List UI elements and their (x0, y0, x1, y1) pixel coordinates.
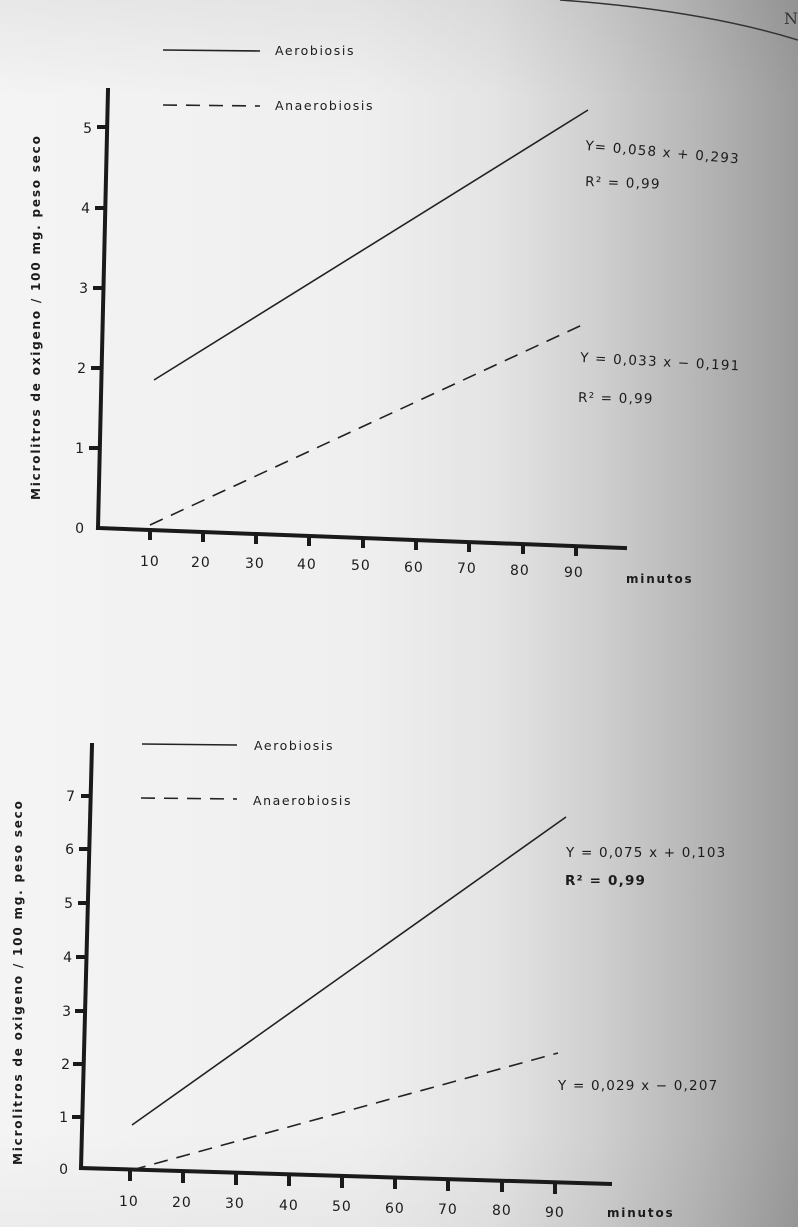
chart-1: Aerobiosis Anaerobiosis 0 1 2 3 4 5 (29, 43, 741, 586)
svg-text:40: 40 (279, 1198, 299, 1214)
chart-1-x-ticks: 10 20 30 40 50 60 70 80 90 (140, 530, 584, 581)
chart-1-y-axis-label: Microlitros de oxigeno / 100 mg. peso se… (29, 134, 43, 500)
chart-2-legend: Aerobiosis Anaerobiosis (140, 738, 352, 808)
svg-text:40: 40 (297, 557, 317, 573)
svg-text:10: 10 (119, 1194, 139, 1210)
chart-2-x-axis (78, 1165, 613, 1187)
chart-2-r2-aerobiosis: R² = 0,99 (565, 873, 646, 889)
svg-text:10: 10 (140, 554, 160, 570)
chart-1-equation-anaerobiosis: Y = 0,033 x − 0,191 (579, 350, 741, 374)
chart-1-legend: Aerobiosis Anaerobiosis (162, 43, 374, 113)
legend-dashed-line-icon (140, 797, 238, 800)
legend-label-aerobiosis: Aerobiosis (254, 738, 334, 753)
legend-label-aerobiosis: Aerobiosis (275, 43, 355, 58)
chart-2-line-aerobiosis (131, 816, 567, 1126)
svg-text:80: 80 (510, 563, 530, 579)
svg-text:50: 50 (351, 558, 371, 574)
corner-letter: N (784, 9, 798, 28)
legend-solid-line-icon (141, 743, 238, 746)
svg-text:2: 2 (77, 361, 86, 377)
svg-text:70: 70 (438, 1202, 458, 1218)
chart-2-x-ticks: 10 20 30 40 50 60 70 80 90 (119, 1170, 565, 1221)
chart-2: Aerobiosis Anaerobiosis 0 1 2 3 (11, 738, 726, 1221)
svg-text:30: 30 (245, 556, 265, 572)
chart-2-equation-anaerobiosis: Y = 0,029 x − 0,207 (557, 1078, 718, 1094)
svg-text:50: 50 (332, 1199, 352, 1215)
svg-text:20: 20 (172, 1195, 192, 1211)
chart-1-x-axis-label: minutos (626, 572, 693, 586)
svg-text:1: 1 (75, 441, 84, 457)
svg-text:0: 0 (75, 521, 84, 537)
svg-text:7: 7 (66, 789, 75, 805)
chart-2-line-anaerobiosis (131, 1052, 559, 1171)
svg-text:90: 90 (545, 1205, 565, 1221)
chart-2-y-ticks: 0 1 2 3 4 5 6 7 (59, 789, 91, 1178)
svg-text:2: 2 (61, 1057, 70, 1073)
chart-1-line-aerobiosis (153, 109, 589, 381)
chart-1-y-ticks: 0 1 2 3 4 5 (75, 121, 107, 537)
svg-text:3: 3 (79, 281, 88, 297)
chart-1-r2-anaerobiosis: R² = 0,99 (578, 390, 654, 407)
page-edge-curve (559, 0, 798, 41)
chart-2-y-axis (78, 742, 95, 1171)
svg-text:4: 4 (63, 950, 72, 966)
svg-text:80: 80 (492, 1203, 512, 1219)
svg-text:1: 1 (59, 1110, 68, 1126)
svg-text:6: 6 (65, 842, 74, 858)
legend-solid-line-icon (162, 49, 261, 52)
svg-text:30: 30 (225, 1196, 245, 1212)
svg-text:4: 4 (81, 201, 90, 217)
chart-2-y-axis-label: Microlitros de oxigeno / 100 mg. peso se… (11, 799, 25, 1165)
chart-2-x-axis-label: minutos (607, 1206, 674, 1220)
svg-text:60: 60 (385, 1201, 405, 1217)
chart-1-r2-aerobiosis: R² = 0,99 (585, 174, 661, 193)
svg-text:3: 3 (62, 1004, 71, 1020)
svg-text:60: 60 (404, 560, 424, 576)
svg-text:70: 70 (457, 561, 477, 577)
svg-text:0: 0 (59, 1162, 68, 1178)
legend-label-anaerobiosis: Anaerobiosis (253, 793, 352, 808)
chart-1-y-axis (95, 87, 111, 531)
chart-2-equation-aerobiosis: Y = 0,075 x + 0,103 (565, 845, 726, 861)
legend-label-anaerobiosis: Anaerobiosis (275, 98, 374, 113)
chart-1-line-anaerobiosis (149, 324, 583, 526)
svg-text:5: 5 (64, 896, 73, 912)
legend-dashed-line-icon (162, 104, 261, 107)
svg-text:5: 5 (83, 121, 92, 137)
svg-text:90: 90 (564, 565, 584, 581)
chart-1-equation-aerobiosis: Y= 0,058 x + 0,293 (584, 138, 741, 168)
svg-text:20: 20 (191, 555, 211, 571)
